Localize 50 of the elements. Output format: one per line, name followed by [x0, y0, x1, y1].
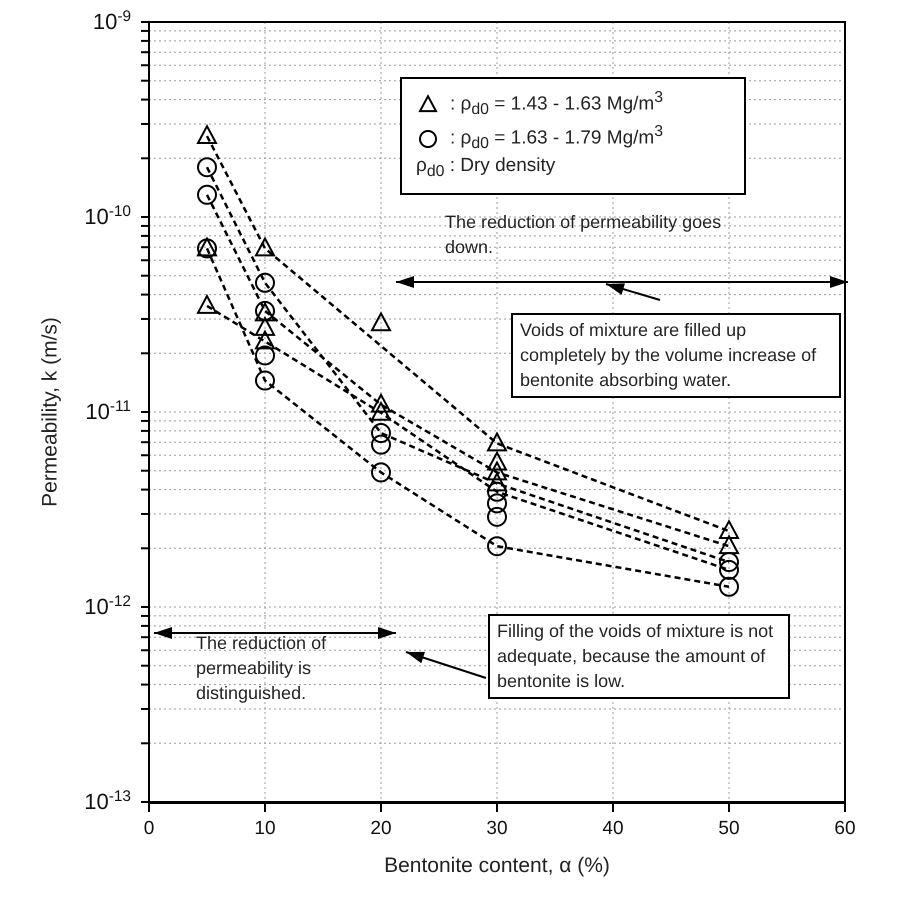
x-tick-label: 40 — [602, 818, 624, 839]
point — [371, 462, 391, 482]
annotation: Filling of the voids of mixture is not adequate, because the amount of bentonite is low. — [497, 621, 774, 691]
point — [371, 423, 391, 444]
point — [719, 576, 739, 597]
x-tick-label: 50 — [718, 818, 740, 839]
annotation: The reduction of permeability goes down. — [445, 212, 722, 257]
point — [197, 157, 217, 178]
legend-label: : ρ$_{d0}$ = 1.43 - 1.63 Mg/m$^{3}$ — [450, 88, 664, 118]
y-tick-label: 10$^{-11}$ — [85, 398, 131, 424]
point — [487, 462, 507, 480]
point — [719, 552, 739, 572]
point — [197, 184, 217, 205]
point — [719, 535, 739, 554]
x-tick-label: 10 — [254, 818, 276, 839]
annotation: ρ$_{d0}$ : Dry density — [416, 155, 556, 180]
point — [487, 482, 507, 502]
point — [255, 345, 275, 366]
point — [371, 394, 391, 413]
x-tick-label: 30 — [486, 818, 508, 839]
point — [197, 125, 217, 144]
legend-label: : ρ$_{d0}$ = 1.63 - 1.79 Mg/m$^{3}$ — [450, 122, 664, 152]
x-tick-label: 60 — [834, 818, 856, 839]
x-axis-title: Bentonite content, α (%) — [384, 854, 610, 877]
point — [487, 452, 507, 471]
y-tick-label: 10$^{-12}$ — [84, 592, 131, 619]
point — [719, 560, 739, 580]
annotation: Voids of mixture are filled up completely by the volume increase of bentonite absorbing water. — [520, 320, 818, 390]
y-tick-label: 10$^{-13}$ — [84, 788, 131, 814]
point — [255, 272, 275, 293]
point — [197, 295, 217, 314]
y-axis-title: Permeability, k (m/s) — [38, 317, 62, 507]
point — [487, 472, 507, 492]
x-tick-label: 20 — [370, 818, 392, 839]
point — [487, 506, 507, 527]
point — [371, 402, 391, 421]
point — [255, 370, 275, 391]
y-tick-label: 10$^{-9}$ — [92, 8, 131, 34]
y-tick-label: 10$^{-10}$ — [84, 202, 131, 229]
point — [487, 536, 507, 556]
point — [255, 238, 275, 256]
point — [371, 312, 391, 332]
point — [371, 434, 391, 455]
x-tick-label: 0 — [144, 818, 154, 839]
point — [487, 493, 507, 514]
point — [255, 316, 275, 336]
point — [487, 432, 507, 452]
point — [719, 520, 739, 540]
point — [255, 330, 275, 350]
annotation: The reduction of permeability is distinguished. — [196, 633, 328, 703]
